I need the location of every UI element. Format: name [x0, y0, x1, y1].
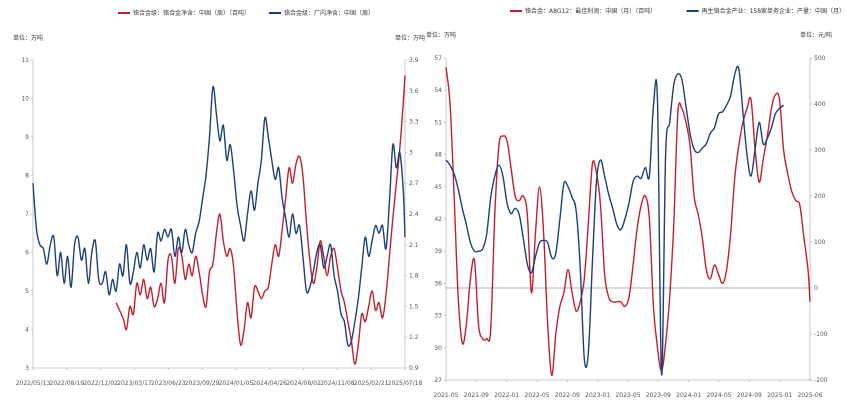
legend-entry: 铬合金级：厂内净含：中国（周） [284, 9, 374, 17]
x-tick-label: 2025-01 [767, 392, 792, 399]
left-tick-label: 9 [25, 134, 29, 141]
right-tick-label: 3.3 [409, 119, 419, 126]
x-tick-label: 2025-06 [797, 392, 822, 399]
left-tick-label: 42 [434, 216, 442, 223]
left-tick-label: 6 [25, 250, 29, 257]
x-tick-label: 2021-09 [464, 392, 489, 399]
right-tick-label: 400 [814, 101, 826, 108]
x-tick-label: 2023-09 [646, 392, 671, 399]
left-tick-label: 5 [25, 288, 29, 295]
x-tick-label: 2024-09 [737, 392, 762, 399]
x-tick-label: 2022-01 [494, 392, 519, 399]
x-tick-label: 2024/01/05 [219, 380, 254, 387]
left-tick-label: 57 [434, 55, 442, 62]
x-tick-label: 2025/02/21 [354, 380, 389, 387]
right-tick-label: 2.1 [409, 242, 419, 249]
x-tick-label: 2025/07/18 [388, 380, 423, 387]
right-tick-label: 300 [814, 147, 826, 154]
x-tick-label: 2023-01 [585, 392, 610, 399]
right-tick-label: 2.7 [409, 180, 419, 187]
right-tick-label: -100 [814, 331, 828, 338]
right-unit-label: 单位：万吨 [395, 34, 425, 42]
left-tick-label: 10 [21, 96, 29, 103]
right-tick-label: 2.4 [409, 211, 419, 218]
series-line-blue [32, 85, 406, 347]
right-tick-label: 1.8 [409, 273, 419, 280]
left-tick-label: 30 [434, 345, 442, 352]
x-tick-label: 2023/09/29 [185, 380, 220, 387]
x-tick-label: 2024-05 [706, 392, 731, 399]
x-tick-label: 2023/06/23 [151, 380, 186, 387]
left-unit-label: 单位：万吨 [426, 31, 456, 39]
left-tick-label: 11 [21, 57, 29, 64]
x-tick-label: 2022/12/02 [83, 380, 118, 387]
legend-entry: 铬合金级：铬合金净含：中国（周）（百吨） [133, 9, 250, 17]
right-unit-label: 单位：元/吨 [800, 31, 832, 39]
right-tick-label: 3.9 [409, 57, 419, 64]
right-tick-label: 1.2 [409, 334, 419, 341]
left-tick-label: 33 [434, 313, 442, 320]
left-tick-label: 3 [25, 365, 29, 372]
left-tick-label: 48 [434, 152, 442, 159]
x-tick-label: 2022/05/13 [16, 380, 51, 387]
legend-entry: 再生铬合金产业：158家单务企业：产量：中国（月） [702, 7, 845, 15]
left-unit-label: 单位：万吨 [13, 34, 43, 42]
x-tick-label: 2024/11/08 [320, 380, 355, 387]
left-tick-label: 54 [434, 87, 442, 94]
left-tick-label: 45 [434, 184, 442, 191]
x-tick-label: 2023-05 [615, 392, 640, 399]
right-tick-label: -200 [814, 377, 828, 384]
right-tick-label: 100 [814, 239, 826, 246]
left-tick-label: 4 [25, 327, 29, 334]
series-line-blue [445, 65, 785, 376]
x-tick-label: 2024/04/26 [252, 380, 287, 387]
left-tick-label: 39 [434, 248, 442, 255]
legend-entry: 铬合金：A8G12：最佳利润：中国（月）（百吨） [525, 7, 656, 15]
series-line-red [115, 75, 406, 365]
x-tick-label: 2021-05 [433, 392, 458, 399]
x-tick-label: 2022-05 [524, 392, 549, 399]
left-tick-label: 36 [434, 280, 442, 287]
right-tick-label: 200 [814, 193, 826, 200]
x-tick-label: 2023/03/17 [117, 380, 152, 387]
left-tick-label: 8 [25, 173, 29, 180]
series-line-red [445, 67, 811, 377]
x-tick-label: 2022-09 [555, 392, 580, 399]
right-tick-label: 0.9 [409, 365, 419, 372]
x-tick-label: 2022/08/19 [50, 380, 85, 387]
right-tick-label: 3.6 [409, 88, 419, 95]
right-tick-label: 1.5 [409, 303, 419, 310]
right-tick-label: 500 [814, 55, 826, 62]
left-tick-label: 7 [25, 211, 29, 218]
x-tick-label: 2024/08/02 [286, 380, 321, 387]
x-tick-label: 2024-01 [676, 392, 701, 399]
right-tick-label: 3 [409, 149, 413, 156]
left-tick-label: 27 [434, 377, 442, 384]
right-tick-label: 0 [814, 285, 818, 292]
left-tick-label: 51 [434, 119, 442, 126]
